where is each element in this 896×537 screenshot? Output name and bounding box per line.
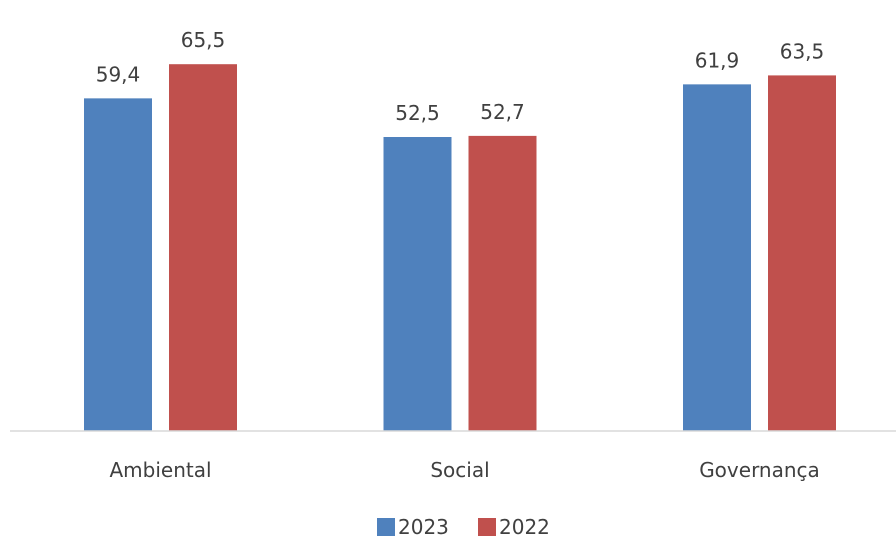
data-label-2022-1: 52,7 (480, 100, 525, 124)
bar-2023-0 (84, 98, 152, 431)
bar-2022-2 (768, 75, 836, 431)
legend-swatch-2022 (478, 518, 496, 536)
category-labels-group: Ambiental Social Governança (109, 458, 819, 482)
data-label-2023-2: 61,9 (695, 48, 740, 72)
data-label-2023-1: 52,5 (395, 101, 440, 125)
bar-2022-0 (169, 64, 237, 431)
legend-swatch-2023 (377, 518, 395, 536)
category-label-0: Ambiental (109, 458, 211, 482)
bars-group (84, 64, 836, 431)
category-label-1: Social (430, 458, 489, 482)
data-label-2022-0: 65,5 (181, 28, 226, 52)
legend-label-2022: 2022 (499, 515, 550, 537)
category-label-2: Governança (699, 458, 820, 482)
legend-label-2023: 2023 (398, 515, 449, 537)
bar-2023-2 (683, 84, 751, 431)
data-label-2022-2: 63,5 (780, 39, 825, 63)
bar-2023-1 (384, 137, 452, 431)
data-label-2023-0: 59,4 (96, 62, 141, 86)
bar-2022-1 (469, 136, 537, 431)
legend: 2023 2022 (377, 515, 550, 537)
